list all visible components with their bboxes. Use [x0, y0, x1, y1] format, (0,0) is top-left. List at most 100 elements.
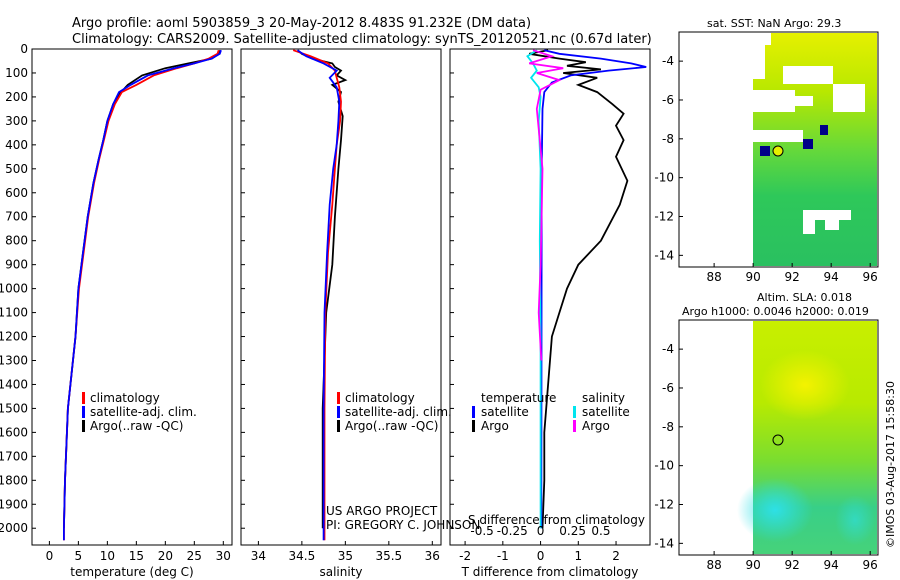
map-sst-title: sat. SST: NaN Argo: 29.3 — [707, 17, 841, 30]
map-x-tick-label: 90 — [745, 558, 760, 572]
y-tick-label: 1400 — [0, 377, 28, 391]
map-x-tick-label: 96 — [863, 558, 878, 572]
legend-swatch-climatology — [337, 392, 340, 404]
legend-temperature-panel: climatology satellite-adj. clim. Argo(..… — [82, 391, 197, 433]
annotation-pi: PI: GREGORY C. JOHNSON — [326, 518, 480, 532]
x-tick-label: 10 — [100, 549, 115, 563]
map-y-tick-label: -14 — [654, 248, 674, 262]
plot-frame — [31, 48, 233, 546]
profile-panel-1: 0 5 10 15 20 25 30 temperature (deg C) 0 100 200 30… — [0, 42, 233, 579]
legend-heading-temperature: temperature — [481, 391, 556, 405]
x-tick-label: 5 — [75, 549, 83, 563]
x-tick-label: -1 — [497, 549, 509, 563]
annotation-project: US ARGO PROJECT — [326, 504, 438, 518]
s-tick-label: -0.25 — [497, 524, 528, 538]
s-tick-label: -0.5 — [470, 524, 493, 538]
s-difference-axis-label: S difference from climatology — [468, 513, 645, 527]
s-tick-label: 0.5 — [591, 524, 610, 538]
map-sst-cloud-mask — [753, 130, 803, 142]
map-y-tick-label: -12 — [654, 498, 674, 512]
y-tick-label: 1200 — [0, 330, 28, 344]
map-x-tick-label: 90 — [745, 270, 760, 284]
map-sst-cloud-mask — [753, 90, 795, 112]
header-line-1: Argo profile: aoml 5903859_3 20-May-2012… — [72, 16, 531, 31]
map-sla-high-anomaly — [760, 350, 850, 420]
map-sla-low-anomaly — [835, 495, 875, 545]
legend-swatch-climatology — [82, 392, 85, 404]
series-line-argo-raw-qc- — [296, 49, 348, 529]
map-sst-cloud-mask — [825, 220, 839, 230]
map-sst-cold-pixel — [760, 146, 770, 156]
x-tick-label: 30 — [216, 549, 231, 563]
map-sst-cloud-mask — [833, 84, 865, 112]
y-tick-label: 1800 — [0, 473, 28, 487]
legend-swatch-s-argo — [573, 420, 576, 432]
x-axis-label: T difference from climatology — [461, 565, 639, 579]
map-x-tick-label: 92 — [785, 270, 800, 284]
map-y-tick-label: -14 — [654, 536, 674, 550]
legend-label-t-argo: Argo — [481, 419, 509, 433]
map-y-tick-label: -10 — [654, 171, 674, 185]
y-tick-label: 800 — [5, 234, 28, 248]
map-sst-cold-pixel — [820, 125, 828, 135]
map-y-tick-label: -10 — [654, 459, 674, 473]
map-sla-title-1: Altim. SLA: 0.018 — [757, 291, 852, 304]
series-line-argo — [529, 49, 629, 529]
map-y-tick-label: -6 — [662, 93, 674, 107]
y-tick-label: 2000 — [0, 521, 28, 535]
legend-label-s-argo: Argo — [582, 419, 610, 433]
legend-salinity-panel: climatology satellite-adj. clim. Argo(..… — [326, 391, 480, 532]
map-y-tick-label: -12 — [654, 210, 674, 224]
legend-swatch-s-satellite — [573, 406, 576, 418]
x-tick-label: 35.5 — [375, 549, 402, 563]
x-tick-label: -2 — [459, 549, 471, 563]
x-tick-label: 0 — [537, 549, 545, 563]
legend-label-argo: Argo(..raw -QC) — [345, 419, 438, 433]
map-y-tick-label: -4 — [662, 54, 674, 68]
x-tick-label: 1 — [574, 549, 582, 563]
map-x-tick-label: 94 — [824, 558, 839, 572]
map-sst-cloud-mask — [803, 220, 815, 234]
legend-swatch-argo — [337, 420, 340, 432]
legend-swatch-argo — [82, 420, 85, 432]
y-tick-label: 1300 — [0, 353, 28, 367]
y-tick-label: 200 — [5, 90, 28, 104]
s-tick-label: 0.25 — [559, 524, 586, 538]
map-sst-cloud-mask — [783, 66, 833, 84]
map-sst-cloud-mask — [795, 96, 813, 106]
legend-swatch-t-argo — [472, 420, 475, 432]
map-y-tick-label: -4 — [662, 342, 674, 356]
legend-label-satellite: satellite-adj. clim. — [345, 405, 452, 419]
map-x-tick-label: 88 — [706, 558, 721, 572]
y-tick-label: 1900 — [0, 497, 28, 511]
profile-panel-3: -2 -1 0 1 2 T difference from climatology -0.5… — [449, 48, 651, 579]
y-tick-label: 500 — [5, 162, 28, 176]
y-tick-label: 1100 — [0, 306, 28, 320]
map-sst-cloud-mask — [753, 33, 765, 79]
s-tick-label: 0 — [537, 524, 545, 538]
profile-panel-2: 34 34.5 35 35.5 36 salinity — [240, 48, 442, 579]
map-y-tick-label: -8 — [662, 420, 674, 434]
series-line-satellite — [540, 49, 647, 529]
y-tick-label: 300 — [5, 114, 28, 128]
series-line-salinity-argo — [528, 49, 564, 361]
map-x-tick-label: 96 — [863, 270, 878, 284]
x-axis-label: temperature (deg C) — [70, 565, 193, 579]
plot-frame — [240, 48, 442, 546]
series-line-satellite-adj-clim- — [63, 49, 222, 541]
x-tick-label: 0 — [46, 549, 54, 563]
y-tick-label: 600 — [5, 186, 28, 200]
legend-swatch-satellite — [337, 406, 340, 418]
map-sla: Altim. SLA: 0.018 Argo h1000: 0.0046 h20… — [654, 291, 879, 572]
y-tick-label: 0 — [20, 42, 28, 56]
y-tick-label: 100 — [5, 66, 28, 80]
y-tick-label: 1500 — [0, 401, 28, 415]
x-tick-label: 25 — [187, 549, 202, 563]
plot-frame — [449, 48, 651, 546]
map-sst: sat. SST: NaN Argo: 29.3 88 90 92 94 96 -4 -6 -… — [654, 17, 879, 284]
legend-label-s-satellite: satellite — [582, 405, 630, 419]
y-tick-label: 700 — [5, 210, 28, 224]
series-line-satellite-adj-clim- — [296, 49, 341, 541]
x-tick-label: 35 — [338, 549, 353, 563]
